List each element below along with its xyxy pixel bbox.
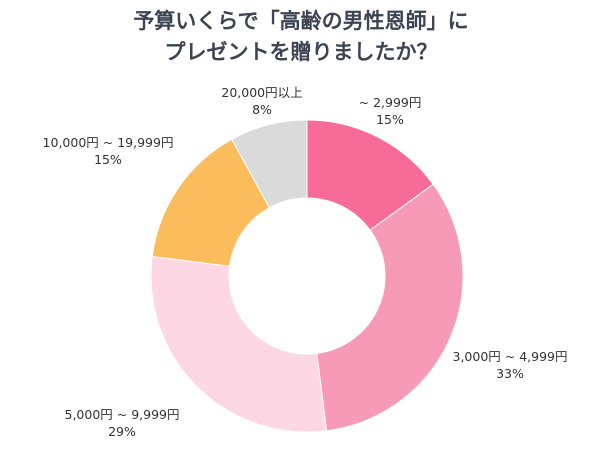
slice-category-3: 10,000円 ~ 19,999円 [42,135,174,150]
slice-category-1: 3,000円 ~ 4,999円 [452,349,568,364]
slice-label-2: 5,000円 ~ 9,999円 29% [65,406,180,440]
chart-title-line-1: 予算いくらで「高齢の男性恩師」に [133,9,469,33]
slice-category-4: 20,000円以上 [221,85,303,100]
donut-slice-1 [316,183,464,432]
donut-slice-2 [150,255,328,433]
slice-label-0: ~ 2,999円 15% [359,94,422,128]
slice-value-0: 15% [376,112,404,127]
chart-title-line-2: プレゼントを贈りましたか？ [164,40,438,64]
slice-category-2: 5,000円 ~ 9,999円 [64,407,180,422]
chart-title: 予算いくらで「高齢の男性恩師」に プレゼントを贈りましたか？ [0,6,602,68]
slice-value-2: 29% [108,424,136,439]
donut-slice-4 [231,119,308,209]
slice-label-4: 20,000円以上 8% [221,84,302,118]
slice-value-4: 8% [252,102,272,117]
slice-label-3: 10,000円 ~ 19,999円 15% [43,134,174,168]
slice-category-0: ~ 2,999円 [358,95,422,110]
donut-slice-3 [151,138,271,267]
donut-slice-0 [306,119,434,231]
slice-label-1: 3,000円 ~ 4,999円 33% [453,348,568,382]
slice-value-3: 15% [94,152,122,167]
slice-value-1: 33% [496,366,524,381]
